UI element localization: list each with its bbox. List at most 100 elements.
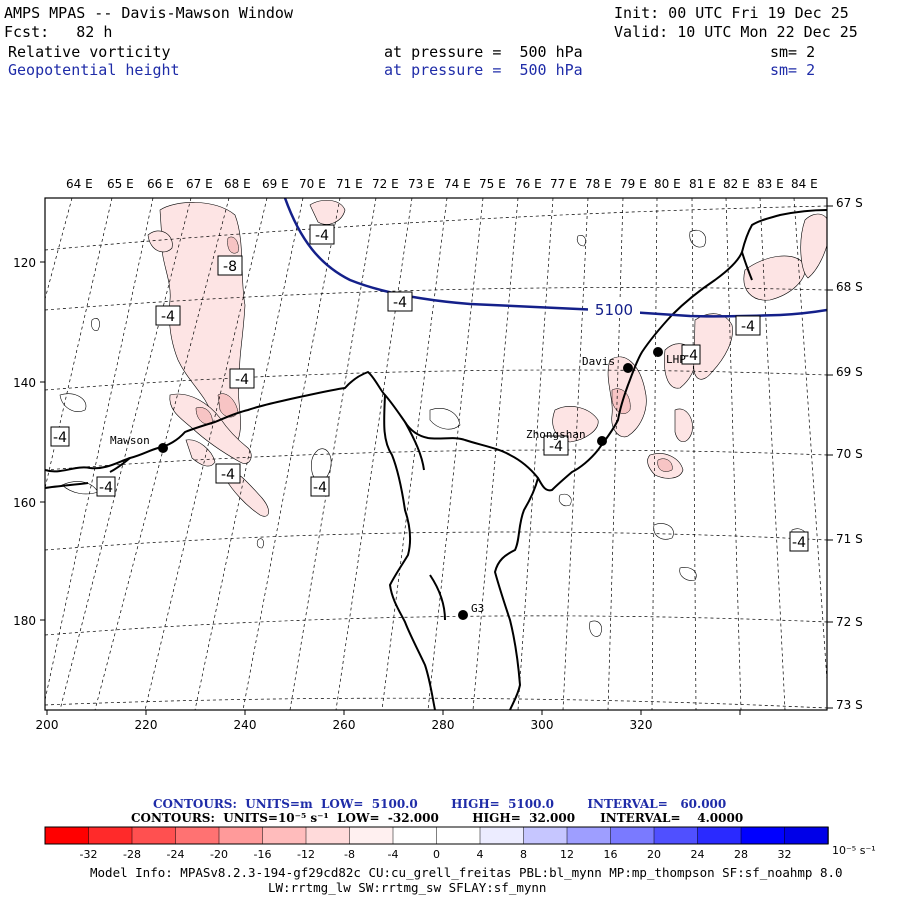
vort-label: -4 [99,480,113,496]
vort-label: -4 [393,295,407,311]
lat-label: 72 S [836,615,863,629]
lon-label: 67 E [186,177,213,191]
vort-label: -4 [313,480,327,496]
coastline [45,209,827,710]
colorbar-swatch [653,826,699,845]
x-tick-label: 200 [36,718,59,732]
station-marker-g3 [458,610,468,620]
vort-label-box: -8 [217,255,243,276]
vort-label-box: -4 [387,291,413,312]
colorbar-tick-label: 32 [778,848,792,861]
station-marker-davis [623,363,633,373]
station-marker-mawson [158,443,168,453]
colorbar-units: 10⁻⁵ s⁻¹ [832,844,876,857]
colorbar-swatch [262,826,307,845]
height-contour-info: CONTOURS: UNITS=m LOW= 5100.0 HIGH= 5100… [153,797,727,811]
vorticity-shading-core [195,236,673,472]
field1-level: at pressure = 500 hPa [384,43,583,61]
lat-label: 71 S [836,532,863,546]
y-tick-label: 180 [13,614,36,628]
field2-level: at pressure = 500 hPa [384,61,583,79]
lon-label: 81 E [689,177,716,191]
colorbar-swatch [697,826,742,845]
model-info-line1: Model Info: MPASv8.2.3-194-gf29cd82c CU:… [90,865,843,880]
vort-label-box: -4 [735,315,761,336]
lon-label: 74 E [444,177,471,191]
colorbar-swatch [436,826,481,845]
colorbar-tick-label: 0 [433,848,440,861]
station-label: LHP [666,353,686,366]
colorbar-swatch [44,826,90,845]
colorbar-swatch [175,826,220,845]
height-label-bg [588,300,640,318]
colorbar-swatch [740,826,786,845]
x-tick-label: 260 [333,718,356,732]
height-contour-label: 5100 [595,301,633,319]
lat-label: 70 S [836,447,863,461]
colorbar-tick-label: 20 [647,848,661,861]
lon-label: 68 E [224,177,251,191]
colorbar-tick-label: -8 [344,848,355,861]
lon-label: 66 E [147,177,174,191]
vort-label-box: -4 [681,344,701,365]
colorbar-tick-label: 8 [520,848,527,861]
station-marker-lhp [653,347,663,357]
plot-title: AMPS MPAS -- Davis-Mawson Window [4,4,293,22]
forecast-hour: Fcst: 82 h [4,23,113,41]
map-frame [44,197,828,711]
field1-name: Relative vorticity [8,43,171,61]
lon-label: 80 E [654,177,681,191]
lon-label: 82 E [723,177,750,191]
colorbar-tick-label: -24 [167,848,185,861]
lat-label: 69 S [836,365,863,379]
lon-label: 79 E [620,177,647,191]
colorbar-swatch [610,826,655,845]
lon-label: 78 E [585,177,612,191]
vort-label: -4 [235,372,249,388]
x-tick-label: 240 [234,718,257,732]
colorbar-tick-label: 24 [691,848,705,861]
vort-label: -4 [792,535,806,551]
colorbar-tick-label: -16 [254,848,272,861]
colorbar-swatch [131,826,177,845]
vort-label-box: -4 [310,476,330,497]
vort-label-box: -4 [789,531,809,552]
vort-label-box: -4 [543,435,569,456]
lat-label: 68 S [836,280,863,294]
lon-label: 77 E [550,177,577,191]
colorbar [44,826,829,845]
colorbar-swatch [88,826,133,845]
valid-time: Valid: 10 UTC Mon 22 Dec 25 [614,23,858,41]
lon-label: 83 E [757,177,784,191]
vort-label: -4 [53,430,67,446]
field1-smoothing: sm= 2 [770,43,816,61]
meridians [45,198,827,710]
model-info-line2: LW:rrtmg_lw SW:rrtmg_sw SFLAY:sf_mynn [268,880,547,895]
vort-label: -4 [741,319,755,335]
colorbar-tick-label: -28 [123,848,141,861]
station-label: G3 [471,602,484,615]
colorbar-tick-label: -32 [80,848,98,861]
vort-label: -4 [549,439,563,455]
lat-label: 73 S [836,698,863,712]
vorticity-contour-info: CONTOURS: UNITS=10⁻⁵ s⁻¹ LOW= -32.000 HI… [131,811,744,825]
vort-label: -8 [223,259,237,275]
vort-label-box: -4 [309,224,335,245]
colorbar-ticks: -32 -28 -24 -20 -16 -12 -8 -4 0 4 8 12 16 20 24 28 32 [80,848,792,861]
vort-label-box: -4 [96,476,116,497]
vort-label: -4 [161,309,175,325]
lat-label: 67 S [836,196,863,210]
lon-label: 65 E [107,177,134,191]
lon-label: 70 E [299,177,326,191]
station-label: Davis [582,355,615,368]
x-tick-label: 300 [531,718,554,732]
colorbar-tick-label: -12 [297,848,315,861]
x-tick-label: 280 [432,718,455,732]
height-contour-5100 [283,198,827,318]
station-marker-zhongshan [597,436,607,446]
colorbar-tick-label: 4 [477,848,484,861]
vort-label: -4 [315,228,329,244]
station-label: Zhongshan [526,428,586,441]
y-tick-label: 160 [13,496,36,510]
